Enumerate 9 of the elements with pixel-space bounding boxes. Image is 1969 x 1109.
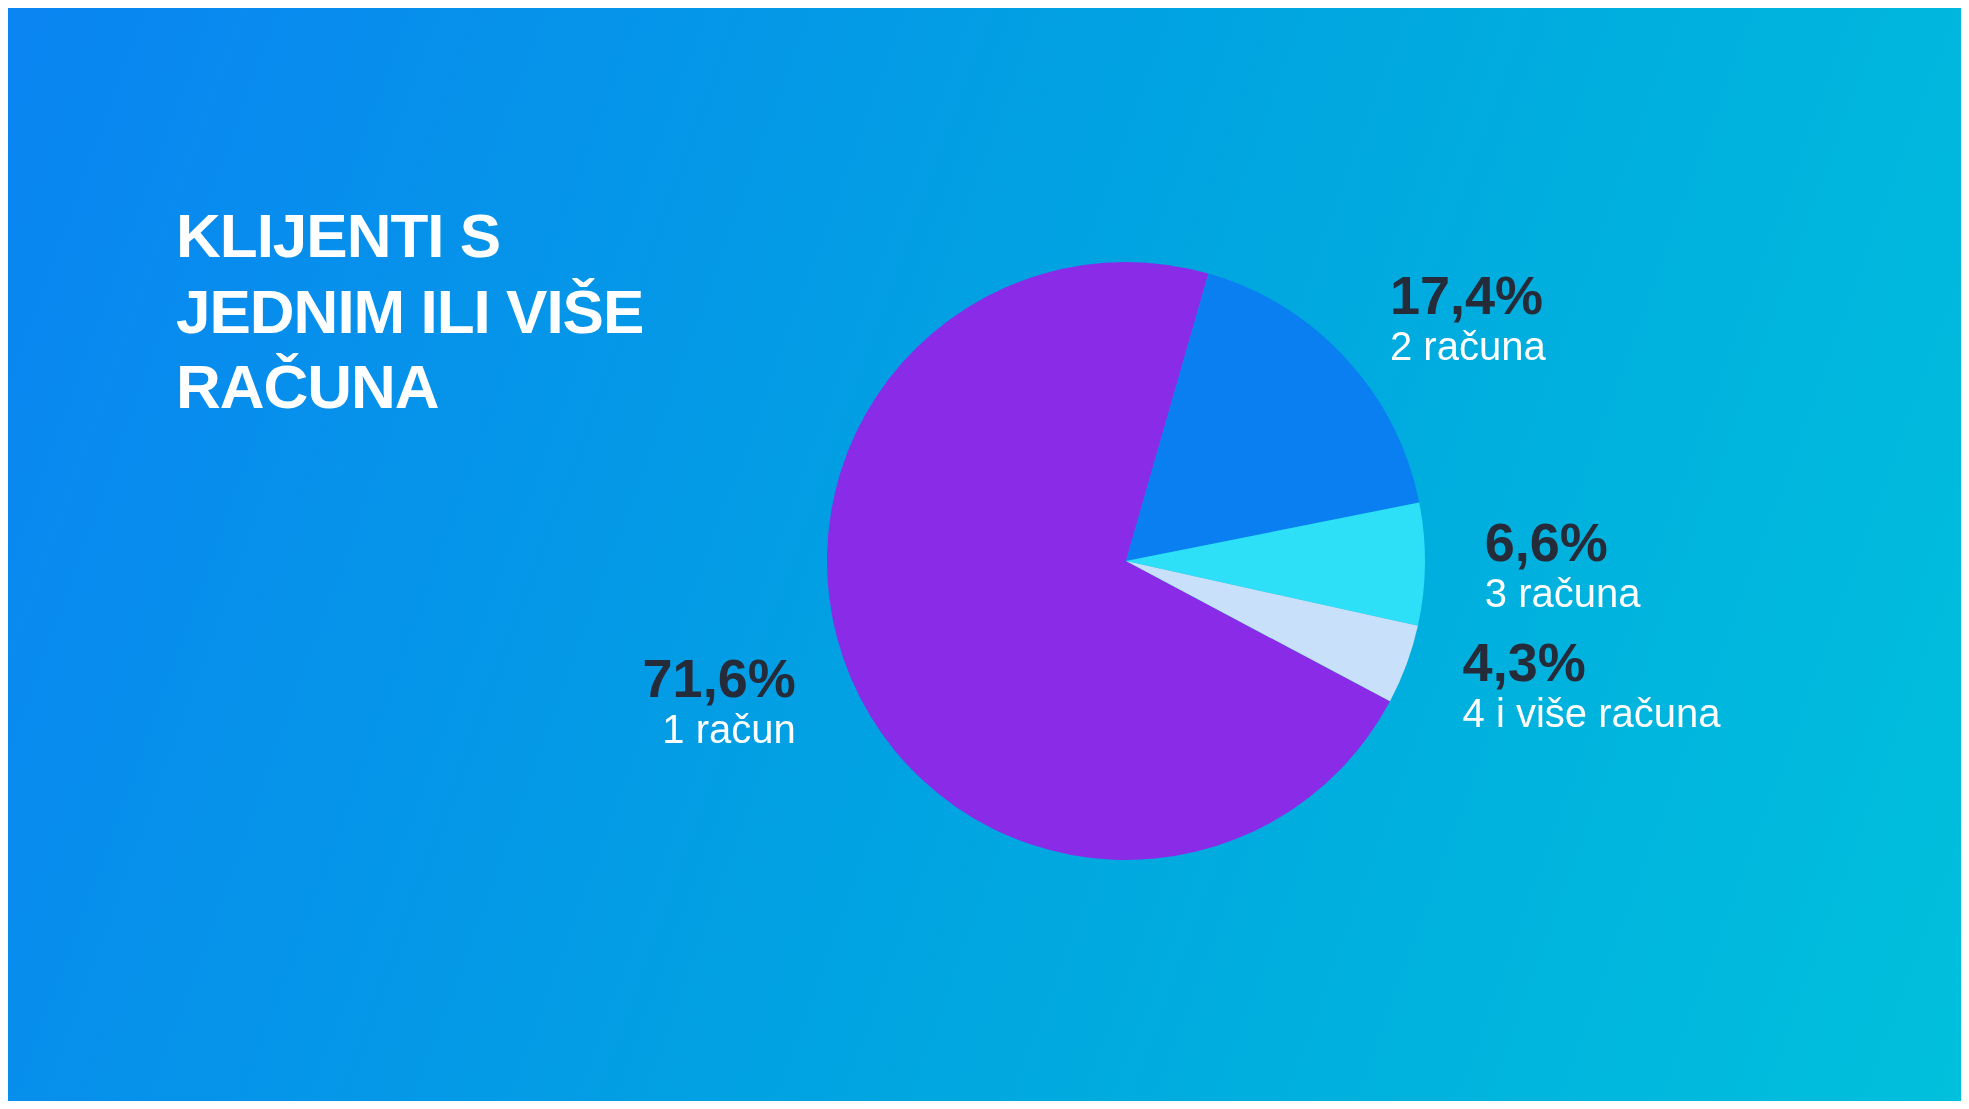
slice-label: 2 računa	[1389, 324, 1547, 368]
data-label: 6,6%	[1484, 511, 1608, 572]
data-label: 71,6%	[642, 648, 796, 709]
data-label: 4,3%	[1462, 632, 1586, 693]
slice-label: 4 i više računa	[1462, 691, 1722, 736]
chart-title: KLIJENTI S JEDNIM ILI VIŠE RAČUNA	[176, 200, 645, 424]
slice-label: 3 računa	[1484, 570, 1642, 615]
data-label: 17,4%	[1389, 265, 1544, 325]
slice-label: 1 račun	[662, 707, 796, 752]
